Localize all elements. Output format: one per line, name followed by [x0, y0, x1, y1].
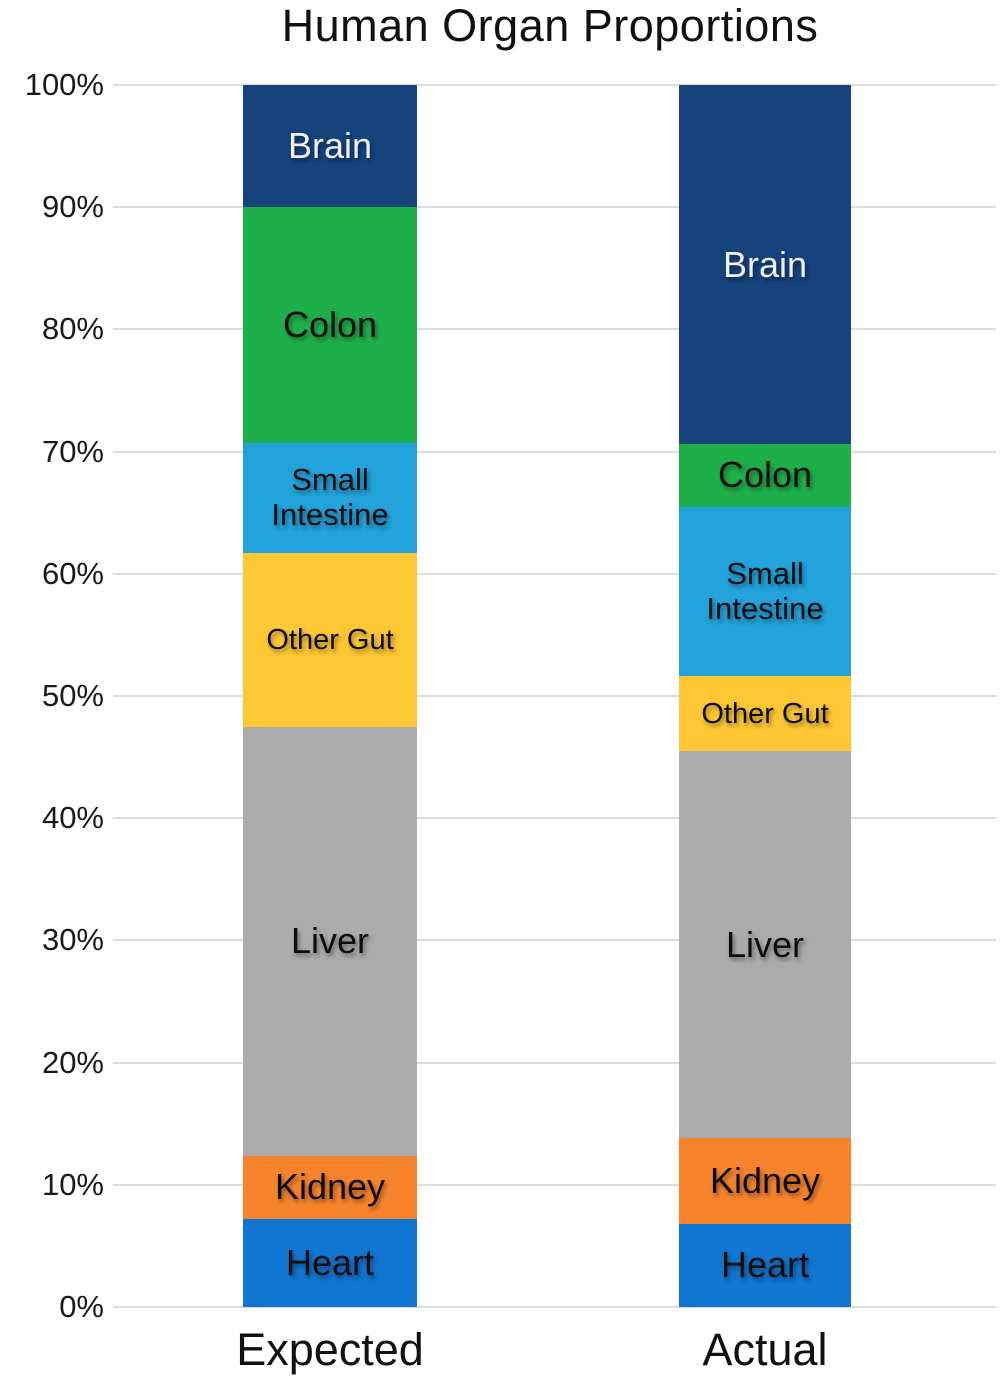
bar-segment-brain: Brain [243, 85, 417, 208]
gridline [113, 695, 996, 697]
bar-segment-kidney: Kidney [243, 1155, 417, 1220]
bar-segment-small-intestine: Small Intestine [243, 443, 417, 554]
y-axis-tick-label: 20% [41, 1044, 104, 1080]
segment-label: Kidney [709, 1159, 821, 1201]
segment-label: Brain [722, 243, 808, 285]
segment-label: Small Intestine [271, 462, 389, 533]
plot-area: Heart Kidney Liver Other Gut Small Intestine… [113, 84, 996, 1308]
y-axis-tick-label: 80% [41, 311, 104, 347]
bar-segment-colon: Colon [243, 207, 417, 444]
bar-segment-other-gut: Other Gut [679, 676, 851, 752]
segment-label: Liver [290, 919, 370, 961]
category-label-expected: Expected [236, 1324, 424, 1375]
y-axis-tick-label: 50% [41, 678, 104, 713]
segment-label: Kidney [274, 1166, 386, 1208]
bar-segment-kidney: Kidney [679, 1138, 851, 1224]
bar-actual: Heart Kidney Liver Other Gut Small Intestine… [679, 85, 851, 1307]
y-axis-tick-label: 70% [41, 433, 104, 469]
y-axis-tick-label: 40% [41, 800, 104, 836]
bar-segment-other-gut: Other Gut [243, 553, 417, 727]
segment-label: Other Gut [701, 697, 829, 730]
y-axis-tick-label: 0% [59, 1289, 104, 1324]
bar-segment-liver: Liver [679, 751, 851, 1139]
segment-label: Heart [720, 1244, 810, 1286]
gridline [113, 817, 996, 820]
bar-segment-brain: Brain [679, 85, 851, 445]
y-axis-tick-label: 100% [24, 67, 104, 102]
y-axis-tick-label: 10% [41, 1166, 104, 1202]
bar-segment-heart: Heart [243, 1219, 417, 1307]
y-axis-tick-label: 90% [41, 189, 104, 225]
segment-label: Brain [287, 125, 373, 166]
gridline [113, 572, 996, 575]
category-label-actual: Actual [702, 1324, 828, 1375]
segment-label: Colon [717, 454, 813, 496]
gridline [113, 328, 996, 331]
y-axis-tick-label: 30% [41, 922, 104, 958]
gridline [113, 1306, 996, 1308]
bar-expected: Heart Kidney Liver Other Gut Small Intestine… [243, 85, 417, 1307]
segment-label: Colon [282, 304, 378, 346]
chart-title: Human Organ Proportions [281, 0, 819, 51]
y-axis-tick-label: 60% [41, 555, 104, 591]
bar-segment-heart: Heart [679, 1223, 851, 1307]
segment-label: Small Intestine [706, 555, 824, 626]
gridline [113, 206, 996, 209]
gridline [113, 1183, 996, 1186]
bar-segment-colon: Colon [679, 444, 851, 507]
segment-label: Liver [725, 923, 805, 965]
bar-segment-small-intestine: Small Intestine [679, 506, 851, 677]
gridline [113, 450, 996, 453]
gridline [113, 84, 996, 86]
bar-segment-liver: Liver [243, 726, 417, 1156]
gridline [113, 939, 996, 942]
gridline [113, 1061, 996, 1064]
segment-label: Other Gut [266, 623, 394, 656]
segment-label: Heart [285, 1241, 375, 1283]
